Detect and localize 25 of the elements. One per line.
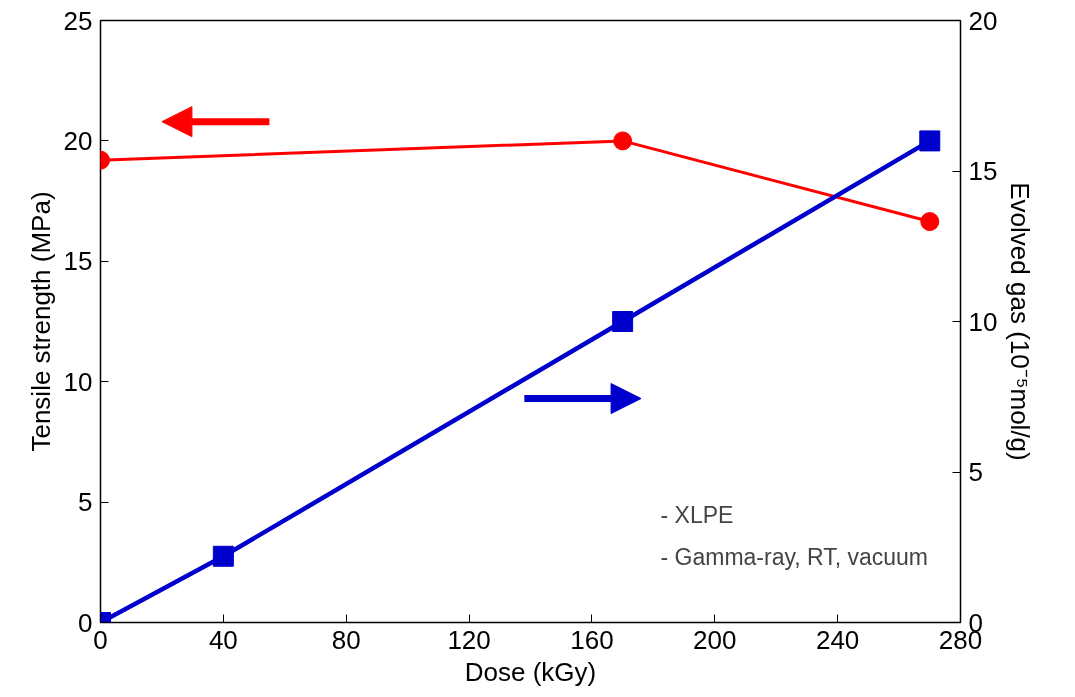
point	[920, 212, 940, 232]
y2-axis-title: Evolved gas (10⁻⁵mol/g)	[1005, 182, 1036, 461]
x-axis-title: Dose (kGy)	[464, 656, 597, 687]
point	[612, 311, 634, 332]
y-axis-title: Tensile strength (MPa)	[25, 191, 56, 452]
y-tick-label: 10	[63, 366, 93, 397]
annotation: - XLPE	[660, 501, 734, 528]
y2-tick-label: 10	[968, 306, 998, 337]
point	[919, 130, 941, 152]
y2-tick-label: 15	[968, 156, 998, 186]
y2-tick-label: 5	[968, 457, 983, 487]
y-tick-label: 15	[63, 246, 93, 277]
point	[212, 545, 234, 567]
y2-tick-label: 20	[968, 5, 998, 36]
x-tick-label: 40	[208, 624, 238, 655]
x-tick-label: 120	[447, 624, 491, 655]
x-tick-label: 240	[815, 624, 860, 655]
y-tick-label: 5	[78, 487, 93, 518]
y-tick-label: 20	[63, 125, 93, 156]
y-tick-label: 25	[63, 5, 93, 36]
x-tick-label: 80	[331, 624, 361, 655]
annotation: - Gamma-ray, RT, vacuum	[660, 543, 929, 570]
x-tick-label: 200	[693, 624, 737, 655]
point	[613, 131, 633, 151]
x-tick-label: 160	[570, 624, 614, 655]
